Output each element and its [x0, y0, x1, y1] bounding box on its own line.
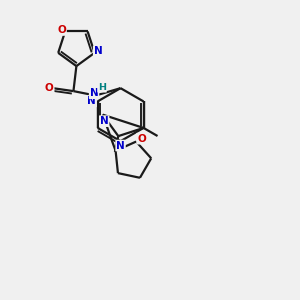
Text: N: N — [87, 96, 96, 106]
Text: N: N — [94, 46, 103, 56]
Text: H: H — [98, 83, 106, 92]
Text: O: O — [45, 83, 54, 93]
Text: O: O — [57, 25, 66, 35]
Text: N: N — [90, 88, 98, 98]
Text: N: N — [116, 141, 125, 151]
Text: O: O — [137, 134, 146, 144]
Text: N: N — [100, 116, 109, 126]
